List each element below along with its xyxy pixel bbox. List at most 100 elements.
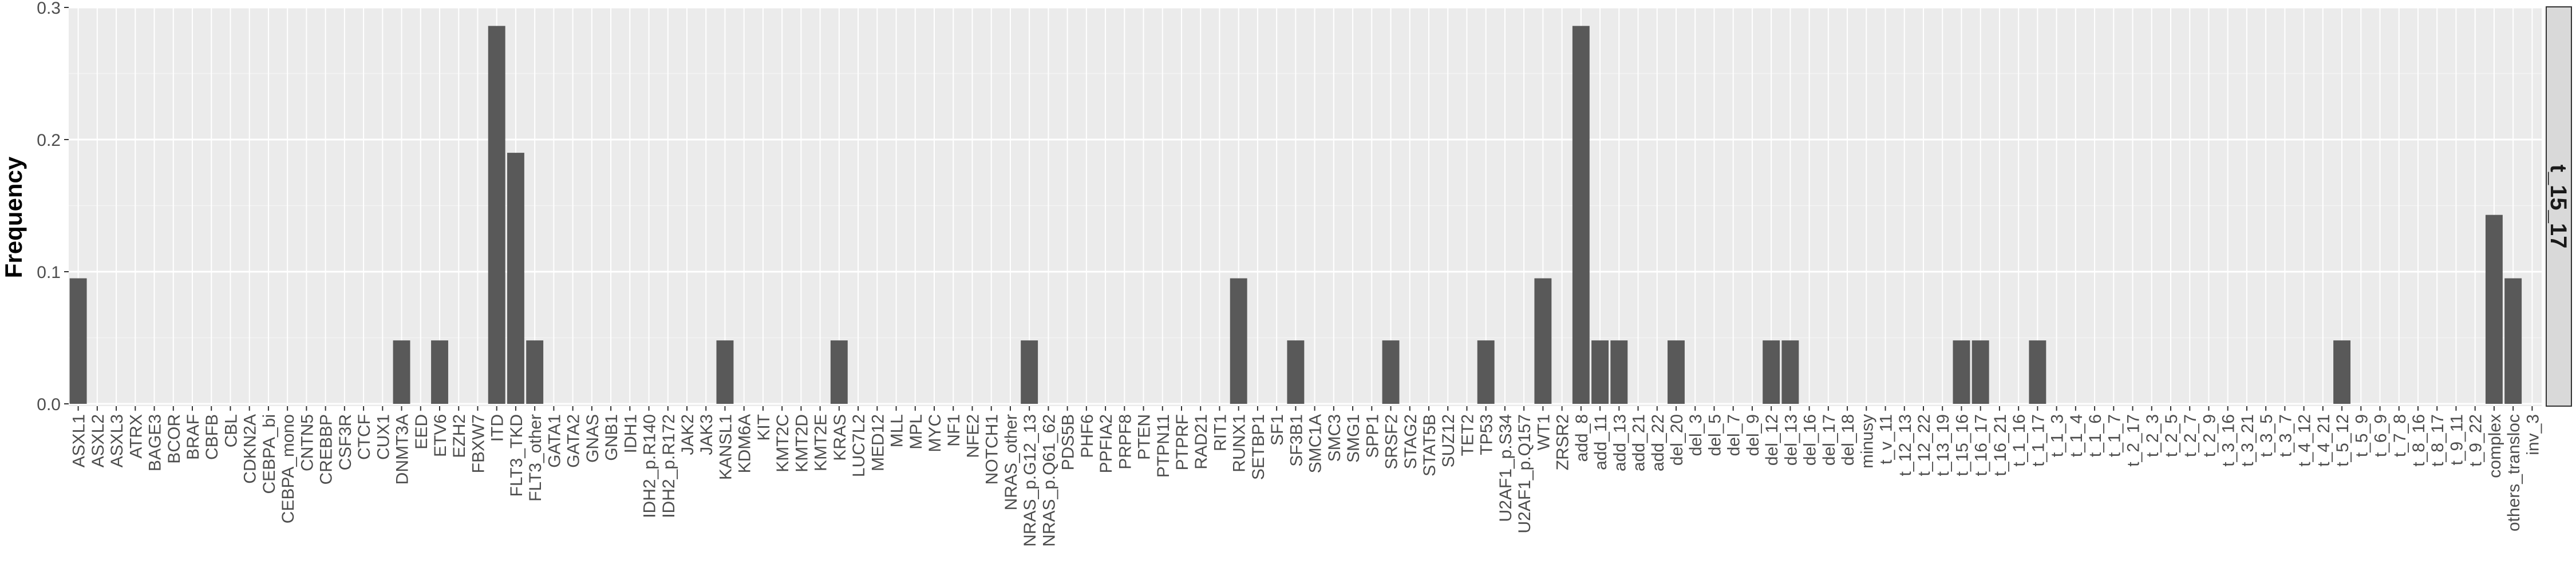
x-tick-label: ASXL1 — [70, 414, 89, 467]
bar — [1668, 340, 1685, 404]
x-tick-label: t_15_16 — [1953, 414, 1971, 476]
x-tick-label: del_5 — [1705, 414, 1724, 456]
x-tick-label: SRSF2 — [1382, 414, 1401, 470]
x-tick-label: add_8 — [1573, 414, 1591, 462]
x-tick-label: STAG2 — [1401, 414, 1420, 469]
x-tick-label: complex — [2486, 414, 2504, 478]
x-tick-label: SPP1 — [1363, 414, 1382, 458]
x-tick-label: MYC — [926, 414, 945, 452]
x-tick-label: t_v_11 — [1877, 414, 1896, 464]
x-tick-label: SMC1A — [1306, 414, 1325, 473]
x-tick-label: WT1 — [1534, 414, 1553, 450]
x-tick-label: RAD21 — [1192, 414, 1211, 470]
x-tick-label: GNB1 — [602, 414, 621, 461]
x-tick-label: U2AF1_p.Q157 — [1515, 414, 1534, 533]
x-tick-label: t_7_8 — [2391, 414, 2409, 457]
bar — [1591, 340, 1609, 404]
x-tick-label: NRAS_other — [1002, 414, 1021, 510]
x-tick-label: KRAS — [831, 414, 850, 461]
x-tick-label: PPFIA2 — [1097, 414, 1116, 473]
x-tick-label: t_1_6 — [2086, 414, 2105, 457]
x-tick-label: NF1 — [945, 414, 963, 447]
x-tick-label: t_8_16 — [2409, 414, 2428, 467]
x-tick-label: add_13 — [1610, 414, 1629, 471]
x-tick-label: BRAF — [184, 414, 203, 460]
x-tick-label: STAT5B — [1420, 414, 1439, 476]
x-tick-label: t_5_9 — [2352, 414, 2371, 457]
x-tick-label: minusy — [1858, 414, 1876, 468]
x-tick-label: ASXL2 — [89, 414, 108, 467]
x-tick-label: SMG1 — [1344, 414, 1363, 463]
bar — [2333, 340, 2351, 404]
x-tick-label: KMT2E — [812, 414, 831, 471]
x-tick-label: del_13 — [1781, 414, 1800, 466]
x-tick-label: JAK2 — [678, 414, 697, 455]
x-tick-label: JAK3 — [697, 414, 716, 455]
x-tick-label: t_1_3 — [2048, 414, 2067, 457]
x-tick-label: PRPF8 — [1116, 414, 1135, 470]
x-tick-label: t_3_16 — [2219, 414, 2238, 467]
x-tick-label: MPL — [907, 414, 926, 450]
x-tick-label: SUZ12 — [1439, 414, 1458, 467]
bar — [1572, 26, 1590, 404]
x-tick-label: inv_3 — [2523, 414, 2542, 455]
x-tick-label: ASXL3 — [108, 414, 127, 467]
x-tick-label: t_2_17 — [2124, 414, 2143, 467]
x-tick-label: t_12_13 — [1896, 414, 1915, 476]
x-tick-label: del_7 — [1725, 414, 1744, 456]
bar — [526, 340, 544, 404]
x-tick-label: NFE2 — [963, 414, 982, 458]
x-tick-label: CBL — [222, 414, 240, 447]
x-tick-label: ETV6 — [431, 414, 450, 457]
x-tick-label: CEBPA_mono — [279, 414, 298, 523]
x-tick-label: EZH2 — [450, 414, 469, 458]
x-tick-label: t_6_9 — [2372, 414, 2391, 457]
x-tick-label: RUNX1 — [1230, 414, 1249, 472]
x-tick-label: t_2_5 — [2162, 414, 2181, 457]
x-tick-label: FBXW7 — [469, 414, 488, 473]
bar — [2504, 278, 2522, 404]
x-tick-label: KIT — [754, 414, 773, 441]
x-tick-label: TP53 — [1477, 414, 1496, 455]
bar — [1971, 340, 1989, 404]
x-tick-label: BCOR — [165, 414, 184, 464]
x-tick-label: t_13_19 — [1934, 414, 1953, 476]
x-tick-label: del_12 — [1763, 414, 1781, 466]
x-axis: ASXL1 ASXL2 ASXL3 ATRX BAGE3 BCOR BRAF CBFB CBL C… — [70, 406, 2542, 547]
x-tick-label: FLT3_other — [526, 414, 545, 502]
x-tick-label: t_1_17 — [2029, 414, 2048, 467]
x-tick-label: IDH2_p.R172 — [659, 414, 678, 518]
x-tick-label: t_3_7 — [2276, 414, 2295, 457]
x-tick-label: ZRSR2 — [1554, 414, 1573, 470]
x-tick-label: del_18 — [1839, 414, 1858, 466]
y-tick-label: 0.0 — [37, 395, 61, 414]
x-tick-label: CSF3R — [336, 414, 355, 470]
x-tick-label: CNTN5 — [298, 414, 317, 471]
x-tick-label: KMT2C — [773, 414, 792, 472]
x-tick-label: BAGE3 — [146, 414, 165, 471]
x-tick-label: t_4_21 — [2314, 414, 2333, 467]
x-tick-label: MED12 — [868, 414, 887, 471]
x-tick-label: t_9_22 — [2467, 414, 2486, 467]
bar — [1953, 340, 1970, 404]
bar — [69, 278, 87, 404]
facet-strip-label: t_15_17 — [2546, 165, 2571, 249]
x-tick-label: ITD — [488, 414, 507, 442]
y-tick-label: 0.1 — [37, 263, 61, 282]
x-tick-label: t_12_22 — [1915, 414, 1934, 476]
bar — [830, 340, 848, 404]
x-tick-label: MLL — [888, 414, 907, 447]
bar — [1382, 340, 1400, 404]
facet-strip-box — [2546, 6, 2572, 407]
x-tick-label: t_16_21 — [1991, 414, 2010, 476]
y-axis-title: Frequency — [0, 156, 27, 278]
x-tick-label: CREBBP — [317, 414, 336, 484]
x-tick-label: TET2 — [1458, 414, 1477, 456]
x-tick-label: RIT1 — [1211, 414, 1230, 451]
y-tick-label: 0.2 — [37, 131, 61, 150]
x-tick-label: CBFB — [203, 414, 222, 460]
x-tick-label: PHF6 — [1078, 414, 1097, 458]
x-tick-label: IDH2_p.R140 — [641, 414, 659, 518]
x-tick-label: PTPRF — [1173, 414, 1192, 470]
x-tick-label: add_11 — [1591, 414, 1610, 470]
